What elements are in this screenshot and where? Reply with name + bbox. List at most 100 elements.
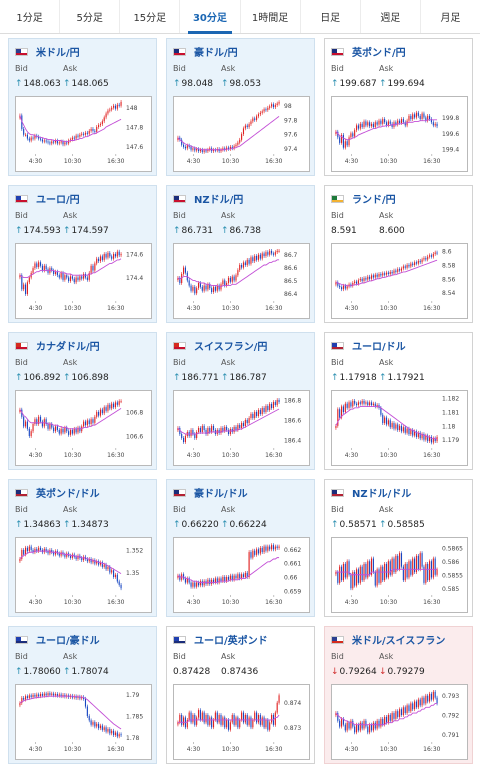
rate-card[interactable]: ランド/円 Bid Ask 8.591 8.600 8.6 8.58 8.56 8.54 4:30…: [324, 185, 473, 323]
candle-body: [436, 436, 438, 442]
pair-title[interactable]: 英ポンド/円: [331, 44, 406, 59]
pair-title[interactable]: スイスフラン/円: [173, 338, 267, 353]
price-chart[interactable]: 148 147.8 147.6 4:30 10:30 16:30: [15, 96, 152, 172]
up-arrow-icon: ↑: [379, 79, 387, 89]
candle-body: [250, 414, 252, 418]
rate-card[interactable]: 豪ドル/ドル Bid Ask ↑0.66220 ↑0.66224 0.662 0.661 0.…: [166, 479, 315, 617]
candle-body: [83, 274, 85, 279]
rate-card[interactable]: 豪ドル/円 Bid Ask ↑98.048 ↑98.053 98 97.8 97.6 97.4 4…: [166, 38, 315, 176]
candle-body: [201, 712, 203, 720]
candle-body: [39, 262, 42, 266]
candle-body: [186, 145, 188, 149]
tab-5min[interactable]: 5分足: [60, 0, 121, 33]
rate-card[interactable]: ユーロ/ドル Bid Ask ↑1.17918 ↑1.17921 1.182 1.181 1.…: [324, 332, 473, 470]
pair-title[interactable]: 豪ドル/ドル: [173, 485, 248, 500]
price-chart[interactable]: 1.352 1.35 4:30 10:30 16:30: [15, 537, 152, 613]
rate-card[interactable]: カナダドル/円 Bid Ask ↑106.892 ↑106.898 106.8 106.6 4…: [8, 332, 157, 470]
tab-30min[interactable]: 30分足: [180, 0, 241, 34]
price-chart[interactable]: 98 97.8 97.6 97.4 4:30 10:30 16:30: [173, 96, 310, 172]
candle-body: [69, 430, 72, 435]
candle-body: [203, 581, 205, 586]
y-tick-label: 1.35: [126, 570, 140, 577]
candle-body: [337, 572, 339, 583]
candle-body: [62, 141, 64, 145]
tab-1min[interactable]: 1分足: [0, 0, 61, 33]
candle-body: [391, 558, 393, 575]
tab-1hour[interactable]: 1時間足: [241, 0, 301, 33]
pair-title[interactable]: 豪ドル/円: [173, 44, 238, 59]
price-chart[interactable]: 0.5865 0.586 0.5855 0.585 4:30 10:30 16:30: [331, 537, 468, 613]
candle-body: [259, 112, 261, 115]
pair-title[interactable]: ユーロ/豪ドル: [15, 632, 100, 647]
candle-body: [380, 566, 382, 583]
pair-title[interactable]: NZドル/ドル: [331, 485, 411, 500]
up-arrow-icon: ↑: [331, 373, 339, 383]
tab-monthly[interactable]: 月足: [440, 13, 461, 24]
candle-body: [397, 424, 399, 430]
tab-weekly[interactable]: 週足: [361, 0, 421, 33]
candle-body: [335, 282, 337, 285]
candle-body: [220, 428, 222, 433]
rate-card[interactable]: 米ドル/スイスフラン Bid Ask ↓0.79264 ↓0.79279 0.793 0.7…: [324, 626, 473, 764]
price-chart[interactable]: 1.79 1.785 1.78 4:30 10:30 16:30: [15, 684, 152, 760]
candle-body: [400, 709, 403, 715]
candlestick-chart: 199.8 199.6 199.4 4:30 10:30 16:30: [331, 96, 468, 172]
candle-body: [354, 726, 356, 733]
price-chart[interactable]: 199.8 199.6 199.4 4:30 10:30 16:30: [331, 96, 468, 172]
candle-body: [272, 402, 275, 408]
rate-card[interactable]: 英ポンド/ドル Bid Ask ↑1.34863 ↑1.34873 1.352 1.35 4:…: [8, 479, 157, 617]
price-chart[interactable]: 106.8 106.6 4:30 10:30 16:30: [15, 390, 152, 466]
candle-body: [69, 555, 72, 558]
tab-15min[interactable]: 15分足: [120, 0, 181, 33]
price-chart[interactable]: 0.874 0.873 4:30 10:30 16:30: [173, 684, 310, 760]
pair-title[interactable]: ランド/円: [331, 191, 396, 206]
price-chart[interactable]: 0.662 0.661 0.66 0.659 4:30 10:30 16:30: [173, 537, 310, 613]
price-chart[interactable]: 174.6 174.4 4:30 10:30 16:30: [15, 243, 152, 319]
pair-title[interactable]: ユーロ/ドル: [331, 338, 406, 353]
pair-title[interactable]: カナダドル/円: [15, 338, 100, 353]
candle-body: [235, 427, 237, 430]
candle-body: [239, 139, 241, 143]
pair-title[interactable]: ユーロ/英ポンド: [173, 632, 268, 647]
price-chart[interactable]: 86.7 86.6 86.5 86.4 4:30 10:30 16:30: [173, 243, 310, 319]
bid-value: 186.771: [181, 373, 219, 383]
price-chart[interactable]: 0.793 0.792 0.791 4:30 10:30 16:30: [331, 684, 468, 760]
ask-price: 0.87436: [221, 667, 258, 677]
candle-body: [190, 712, 192, 723]
rate-card[interactable]: ユーロ/英ポンド Bid Ask 0.87428 0.87436 0.874 0.873 4:…: [166, 626, 315, 764]
ask-value: 0.66224: [229, 520, 267, 530]
ask-label: Ask: [379, 505, 394, 514]
candle-body: [239, 719, 241, 728]
rate-card[interactable]: NZドル/円 Bid Ask ↑86.731 ↑86.738 86.7 86.6 86.5 86…: [166, 185, 315, 323]
price-chart[interactable]: 186.8 186.6 186.4 4:30 10:30 16:30: [173, 390, 310, 466]
price-chart[interactable]: 8.6 8.58 8.56 8.54 4:30 10:30 16:30: [331, 243, 468, 319]
candle-body: [382, 566, 384, 581]
rate-card[interactable]: 英ポンド/円 Bid Ask ↑199.687 ↑199.694 199.8 199.6 19…: [324, 38, 473, 176]
rate-card[interactable]: NZドル/ドル Bid Ask ↑0.58571 ↑0.58585 0.5865 0.586…: [324, 479, 473, 617]
y-tick-label: 0.873: [284, 725, 301, 732]
x-tick-label: 10:30: [380, 599, 397, 606]
pair-title[interactable]: 米ドル/円: [15, 44, 80, 59]
rate-card[interactable]: 米ドル/円 Bid Ask ↑148.063 ↑148.065 148 147.8 147.6…: [8, 38, 157, 176]
ask-value: 106.898: [71, 373, 109, 383]
pair-title[interactable]: NZドル/円: [173, 191, 243, 206]
moving-average-line: [19, 550, 122, 575]
bid-label: Bid: [173, 211, 186, 220]
candle-body: [201, 149, 203, 152]
y-tick-label: 97.8: [284, 117, 298, 124]
candle-body: [194, 434, 196, 438]
rate-card[interactable]: スイスフラン/円 Bid Ask ↑186.771 ↑186.787 186.8 186.6…: [166, 332, 315, 470]
pair-title[interactable]: 英ポンド/ドル: [15, 485, 100, 500]
up-arrow-icon: ↑: [15, 520, 23, 530]
candle-body: [335, 425, 337, 429]
price-chart[interactable]: 1.182 1.181 1.18 1.179 4:30 10:30 16:30: [331, 390, 468, 466]
candle-body: [397, 555, 399, 570]
tab-daily[interactable]: 日足: [301, 0, 361, 33]
candle-body: [103, 254, 105, 260]
candle-body: [34, 263, 36, 269]
rate-card[interactable]: ユーロ/円 Bid Ask ↑174.593 ↑174.597 174.6 174.4 4:3…: [8, 185, 157, 323]
rate-card[interactable]: ユーロ/豪ドル Bid Ask ↑1.78060 ↑1.78074 1.79 1.785 1.…: [8, 626, 157, 764]
ask-price: ↑86.738: [221, 226, 261, 236]
pair-title[interactable]: 米ドル/スイスフラン: [331, 632, 445, 647]
pair-title[interactable]: ユーロ/円: [15, 191, 80, 206]
